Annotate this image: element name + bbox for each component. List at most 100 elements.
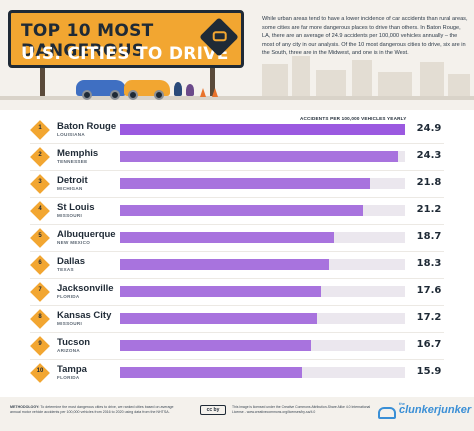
row-divider xyxy=(30,278,444,279)
chart-row: 2 Memphis TENNESSEE 24.3 xyxy=(0,147,474,167)
city-name: Kansas City xyxy=(57,310,112,321)
row-divider xyxy=(30,332,444,333)
row-divider xyxy=(30,224,444,225)
background-building xyxy=(262,64,288,96)
state-name: MISSOURI xyxy=(57,321,83,326)
city-name: Jacksonville xyxy=(57,283,114,294)
sign-post xyxy=(210,66,215,96)
rank-number: 7 xyxy=(38,287,42,293)
value-label: 21.8 xyxy=(416,177,442,188)
state-name: MICHIGAN xyxy=(57,186,83,191)
car-icon xyxy=(378,407,396,419)
city-name: Tucson xyxy=(57,337,91,348)
state-name: FLORIDA xyxy=(57,294,80,299)
background-building xyxy=(316,70,346,96)
title-sign: TOP 10 MOST DANGEROUS U.S. CITIES TO DRI… xyxy=(8,10,244,68)
state-name: MISSOURI xyxy=(57,213,83,218)
city-name: Dallas xyxy=(57,256,85,267)
city-name: Detroit xyxy=(57,175,88,186)
city-name: Memphis xyxy=(57,148,99,159)
rank-number: 1 xyxy=(38,125,42,131)
rank-number: 4 xyxy=(38,206,42,212)
state-name: TEXAS xyxy=(57,267,74,272)
bar xyxy=(120,367,302,378)
bar xyxy=(120,205,363,216)
traffic-cone-icon xyxy=(200,88,206,97)
value-label: 21.2 xyxy=(416,204,442,215)
row-divider xyxy=(30,197,444,198)
chart-row: 8 Kansas City MISSOURI 17.2 xyxy=(0,309,474,329)
chart-row: 4 St Louis MISSOURI 21.2 xyxy=(0,201,474,221)
row-divider xyxy=(30,170,444,171)
value-label: 17.2 xyxy=(416,312,442,323)
bar xyxy=(120,151,399,162)
person-illustration xyxy=(174,82,182,96)
wheel xyxy=(154,90,164,100)
background-building xyxy=(420,62,444,96)
creative-commons-badge: cc by xyxy=(200,405,226,415)
methodology-text: To determine the most dangerous cities t… xyxy=(10,405,174,415)
chart-row: 10 Tampa FLORIDA 15.9 xyxy=(0,363,474,383)
chart-row: 6 Dallas TEXAS 18.3 xyxy=(0,255,474,275)
state-name: TENNESSEE xyxy=(57,159,88,164)
city-name: Albuquerque xyxy=(57,229,116,240)
row-divider xyxy=(30,143,444,144)
brand-logo[interactable]: the clunkerjunker xyxy=(399,401,472,416)
background-building xyxy=(352,60,372,96)
chart-row: 7 Jacksonville FLORIDA 17.6 xyxy=(0,282,474,302)
state-name: LOUISIANA xyxy=(57,132,85,137)
road xyxy=(0,96,474,100)
bar xyxy=(120,259,330,270)
city-name: Tampa xyxy=(57,364,87,375)
title-line-2: U.S. CITIES TO DRIVE xyxy=(21,44,229,64)
license-text: This image is licensed under the Creativ… xyxy=(232,405,371,414)
header-banner: TOP 10 MOST DANGEROUS U.S. CITIES TO DRI… xyxy=(0,0,474,110)
rank-number: 5 xyxy=(38,233,42,239)
background-building xyxy=(292,56,310,96)
rank-number: 10 xyxy=(36,368,44,374)
traffic-cone-icon xyxy=(212,88,218,97)
rank-number: 6 xyxy=(38,260,42,266)
value-label: 24.3 xyxy=(416,150,442,161)
city-name: St Louis xyxy=(57,202,95,213)
wheel xyxy=(110,90,120,100)
rank-number: 2 xyxy=(38,152,42,158)
background-building xyxy=(378,72,412,96)
value-label: 18.3 xyxy=(416,258,442,269)
row-divider xyxy=(30,251,444,252)
chart-row: 5 Albuquerque NEW MEXICO 18.7 xyxy=(0,228,474,248)
value-label: 18.7 xyxy=(416,231,442,242)
logo-text: clunkerjunker xyxy=(399,404,472,416)
rank-number: 8 xyxy=(38,314,42,320)
rank-number: 9 xyxy=(38,341,42,347)
methodology-label: METHODOLOGY: xyxy=(10,405,40,409)
background-building xyxy=(448,74,470,96)
methodology-note: METHODOLOGY: To determine the most dange… xyxy=(10,405,180,415)
chart-row: 9 Tucson ARIZONA 16.7 xyxy=(0,336,474,356)
wheel xyxy=(128,90,138,100)
chart-row: 1 Baton Rouge LOUISIANA 24.9 xyxy=(0,120,474,140)
person-illustration xyxy=(186,84,194,96)
value-label: 16.7 xyxy=(416,339,442,350)
logo-small-text: the xyxy=(399,401,405,406)
city-name: Baton Rouge xyxy=(57,121,117,132)
bar xyxy=(120,124,405,135)
state-name: ARIZONA xyxy=(57,348,81,353)
row-divider xyxy=(30,359,444,360)
intro-text: While urban areas tend to have a lower i… xyxy=(262,16,468,57)
row-divider xyxy=(30,305,444,306)
bar xyxy=(120,232,335,243)
chart-row: 3 Detroit MICHIGAN 21.8 xyxy=(0,174,474,194)
bar xyxy=(120,313,317,324)
state-name: NEW MEXICO xyxy=(57,240,91,245)
value-column-header: ACCIDENTS PER 100,000 VEHICLES YEARLY xyxy=(300,116,407,121)
value-label: 17.6 xyxy=(416,285,442,296)
value-label: 24.9 xyxy=(416,123,442,134)
sign-post xyxy=(40,66,45,96)
wheel xyxy=(82,90,92,100)
title-line-1: TOP 10 MOST DANGEROUS xyxy=(21,21,154,61)
bar xyxy=(120,340,312,351)
footer: METHODOLOGY: To determine the most dange… xyxy=(0,397,474,431)
state-name: FLORIDA xyxy=(57,375,80,380)
value-label: 15.9 xyxy=(416,366,442,377)
